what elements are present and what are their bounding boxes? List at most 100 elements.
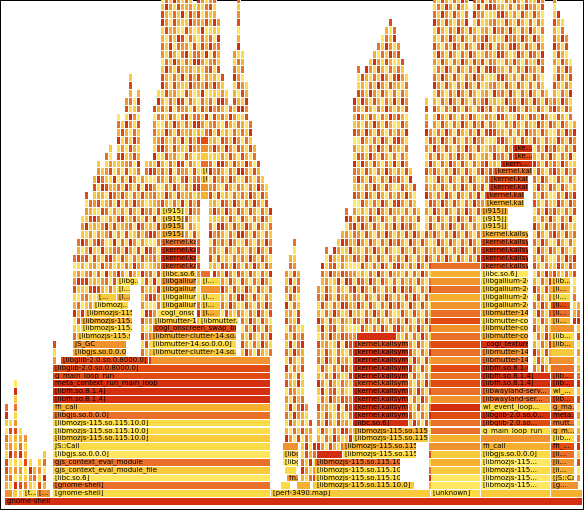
flame-frame-tower[interactable] — [101, 192, 105, 200]
flame-frame-tower[interactable] — [237, 3, 241, 12]
flame-frame-tower[interactable] — [161, 168, 165, 177]
flame-frame-tower[interactable] — [173, 184, 177, 192]
flame-frame-unlabeled[interactable] — [201, 184, 209, 192]
flame-frame-tower[interactable] — [97, 286, 101, 295]
flame-frame-unlabeled[interactable] — [551, 325, 575, 334]
flame-frame-tower[interactable] — [24, 482, 28, 491]
flame-frame-tower[interactable] — [217, 42, 221, 51]
flame-frame-tower[interactable] — [129, 89, 133, 98]
flame-frame[interactable]: [libmozjs-115.so.115.10.0] — [315, 458, 401, 467]
flame-frame-unlabeled[interactable] — [431, 427, 481, 436]
flame-frame-tower[interactable] — [169, 152, 173, 161]
flame-frame-tower[interactable] — [269, 215, 273, 224]
flame-frame[interactable]: [libgj... — [283, 458, 299, 467]
flame-frame-tower[interactable] — [153, 184, 157, 192]
flame-frame-tower[interactable] — [129, 82, 133, 90]
flame-frame-tower[interactable] — [465, 3, 469, 12]
flame-frame-tower[interactable] — [105, 192, 109, 200]
flame-frame[interactable]: [kernel.kallsy... — [489, 184, 529, 192]
flame-frame[interactable]: [libmutter-cogl... — [481, 333, 529, 342]
flame-frame[interactable]: [libglib-2.0.so.0... — [481, 411, 551, 420]
flame-frame-tower[interactable] — [117, 184, 121, 192]
flame-frame-tower[interactable] — [153, 301, 157, 310]
flame-frame-tower[interactable] — [73, 317, 77, 326]
flame-frame-tower[interactable] — [169, 160, 173, 169]
flame-frame-tower[interactable] — [405, 160, 409, 169]
flame-frame-tower[interactable] — [169, 66, 173, 75]
flame-frame-tower[interactable] — [113, 254, 117, 263]
flame-frame[interactable]: [libmutter-14... — [153, 317, 197, 326]
flame-frame-tower[interactable] — [145, 333, 149, 342]
flame-frame-tower[interactable] — [125, 262, 129, 271]
flame-frame-tower[interactable] — [269, 301, 273, 310]
flame-frame-tower[interactable] — [109, 231, 113, 240]
flame-frame-tower[interactable] — [9, 482, 13, 491]
flame-frame-tower[interactable] — [425, 97, 429, 106]
flame-frame[interactable]: [kernel.kal... — [161, 246, 197, 255]
flame-frame-tower[interactable] — [173, 66, 177, 75]
flame-frame-tower[interactable] — [153, 215, 157, 224]
flame-frame-tower[interactable] — [149, 168, 153, 177]
flame-frame-tower[interactable] — [133, 137, 137, 145]
flame-frame-tower[interactable] — [14, 435, 18, 444]
flame-frame-tower[interactable] — [105, 286, 109, 295]
flame-frame[interactable]: [kernel.kal... — [161, 262, 197, 271]
flame-frame-tower[interactable] — [145, 239, 149, 247]
flame-frame-tower[interactable] — [125, 97, 129, 106]
flame-frame-tower[interactable] — [297, 278, 301, 287]
flame-frame-tower[interactable] — [121, 254, 125, 263]
flame-frame-tower[interactable] — [169, 144, 173, 153]
flame-frame-tower[interactable] — [145, 207, 149, 216]
flame-frame-tower[interactable] — [305, 403, 309, 412]
flame-frame-tower[interactable] — [157, 105, 161, 114]
flame-frame-tower[interactable] — [5, 427, 9, 436]
flame-frame-tower[interactable] — [153, 137, 157, 145]
flame-frame-tower[interactable] — [301, 341, 305, 349]
flame-frame-tower[interactable] — [113, 278, 117, 287]
flame-frame-tower[interactable] — [109, 262, 113, 271]
flame-frame-tower[interactable] — [169, 11, 173, 20]
flame-frame-tower[interactable] — [577, 458, 581, 467]
flame-frame-tower[interactable] — [149, 207, 153, 216]
flame-frame-tower[interactable] — [425, 113, 429, 122]
flame-frame-tower[interactable] — [301, 364, 305, 373]
flame-frame-tower[interactable] — [89, 246, 93, 255]
flame-frame-tower[interactable] — [129, 215, 133, 224]
flame-frame-tower[interactable] — [97, 215, 101, 224]
flame-frame-tower[interactable] — [81, 215, 85, 224]
flame-frame-tower[interactable] — [85, 207, 89, 216]
flame-frame-unlabeled[interactable] — [431, 458, 481, 467]
flame-frame-tower[interactable] — [121, 168, 125, 177]
flame-frame-tower[interactable] — [93, 246, 97, 255]
flame-frame-tower[interactable] — [33, 474, 37, 483]
flame-frame-tower[interactable] — [149, 270, 153, 279]
flame-frame-tower[interactable] — [113, 192, 117, 200]
flame-frame-tower[interactable] — [157, 207, 161, 216]
flame-frame-tower[interactable] — [5, 474, 9, 483]
flame-frame-tower[interactable] — [145, 270, 149, 279]
flame-frame-tower[interactable] — [173, 199, 177, 208]
flame-frame-tower[interactable] — [197, 239, 201, 247]
flame-frame-tower[interactable] — [5, 403, 9, 412]
flame-frame-tower[interactable] — [397, 42, 401, 51]
flame-frame-tower[interactable] — [93, 176, 97, 185]
flame-frame-tower[interactable] — [573, 176, 577, 185]
flame-frame-tower[interactable] — [105, 199, 109, 208]
flame-frame-tower[interactable] — [117, 192, 121, 200]
flame-frame-tower[interactable] — [245, 105, 249, 114]
flame-frame-tower[interactable] — [297, 294, 301, 302]
flame-frame-tower[interactable] — [89, 215, 93, 224]
flame-frame[interactable]: [kernel.kal... — [161, 239, 197, 247]
flame-frame-tower[interactable] — [145, 317, 149, 326]
flame-frame[interactable]: [kernel.kal... — [489, 176, 529, 185]
flame-frame-tower[interactable] — [573, 286, 577, 295]
flame-frame-tower[interactable] — [153, 231, 157, 240]
flame-frame-tower[interactable] — [133, 129, 137, 138]
flame-frame-tower[interactable] — [169, 74, 173, 83]
flame-frame-tower[interactable] — [245, 82, 249, 90]
flame-frame-tower[interactable] — [569, 105, 573, 114]
flame-frame-tower[interactable] — [109, 144, 113, 153]
flame-frame-tower[interactable] — [129, 246, 133, 255]
flame-frame[interactable]: [libffi.so.8.1.4] — [481, 380, 551, 389]
flame-frame[interactable]: wl_... — [551, 388, 575, 397]
